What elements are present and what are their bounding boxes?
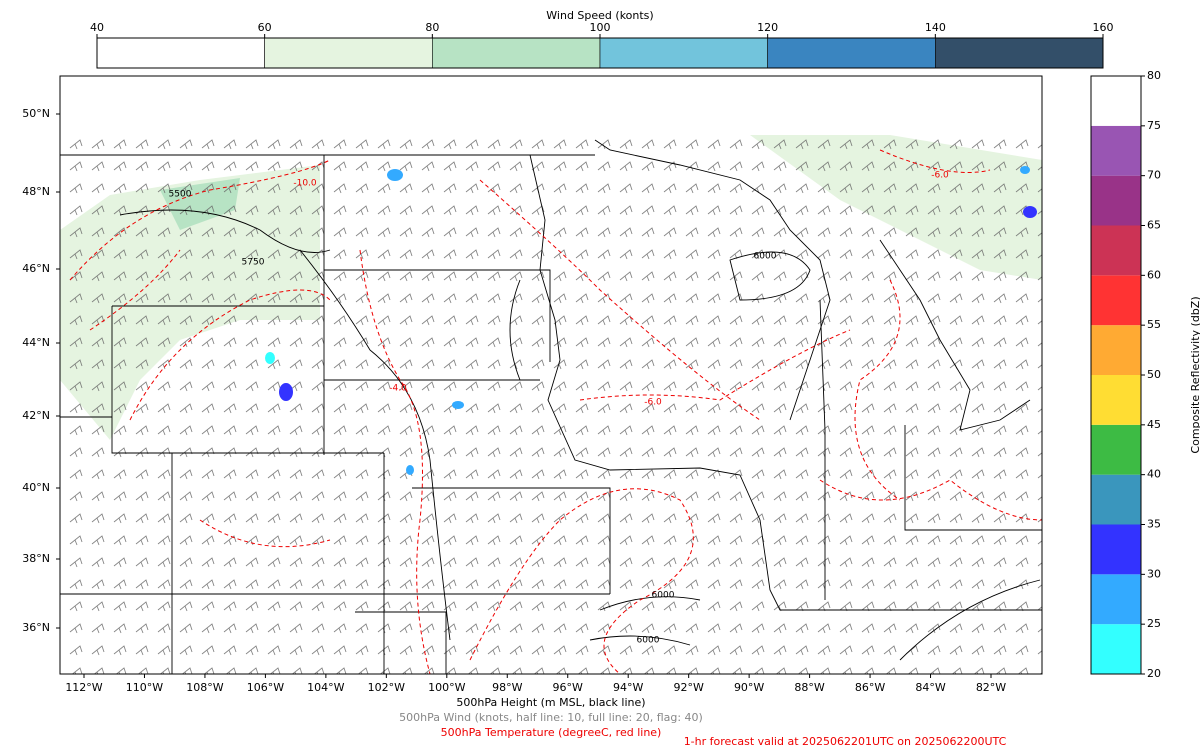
caption-wind: 500hPa Wind (knots, half line: 10, full … <box>399 711 703 724</box>
lon-label: 84°W <box>915 681 945 694</box>
contour-label: 6000 <box>652 591 675 601</box>
lat-label: 48°N <box>22 185 50 198</box>
contour-label: -10.0 <box>293 179 317 189</box>
wind-color-bin <box>767 37 936 69</box>
lon-label: 100°W <box>428 681 465 694</box>
reflectivity-color-bin <box>1091 574 1141 625</box>
reflectivity-tick-label: 35 <box>1147 518 1161 531</box>
reflectivity-tick-label: 50 <box>1147 368 1161 381</box>
wind-color-bin <box>432 37 601 69</box>
lon-label: 110°W <box>126 681 163 694</box>
contour-label: 6000 <box>637 636 660 646</box>
lon-label: 90°W <box>734 681 764 694</box>
lon-label: 94°W <box>613 681 643 694</box>
reflectivity-tick-label: 60 <box>1147 268 1161 281</box>
wind-tick-label: 100 <box>590 21 611 34</box>
contour-label: -4.0 <box>389 384 407 394</box>
reflectivity-tick-label: 80 <box>1147 69 1161 82</box>
wind-tick-label: 60 <box>258 21 272 34</box>
caption-temperature: 500hPa Temperature (degreeC, red line) <box>441 726 662 739</box>
wind-color-bin <box>264 37 433 69</box>
contour-label: -6.0 <box>644 398 662 408</box>
contour-label: -6.0 <box>931 171 949 181</box>
reflectivity-color-bin <box>1091 76 1141 126</box>
lon-label: 86°W <box>855 681 885 694</box>
wind-color-bin <box>96 37 265 69</box>
map-frame <box>59 75 1043 675</box>
wind-tick-label: 80 <box>425 21 439 34</box>
reflectivity-colorbar-label: Composite Reflectivity (dbZ) <box>1189 296 1200 453</box>
lat-label: 42°N <box>22 409 50 422</box>
lat-label: 46°N <box>22 262 50 275</box>
wind-colorbar-title: Wind Speed (konts) <box>546 9 653 22</box>
reflectivity-color-bin <box>1091 275 1141 326</box>
wind-tick-label: 120 <box>757 21 778 34</box>
reflectivity-color-bin <box>1091 175 1141 226</box>
contour-label: 5500 <box>169 190 192 200</box>
reflectivity-tick-label: 30 <box>1147 567 1161 580</box>
reflectivity-tick-label: 75 <box>1147 119 1161 132</box>
reflectivity-tick-label: 25 <box>1147 617 1161 630</box>
contour-label: 6000 <box>754 252 777 262</box>
lon-label: 104°W <box>307 681 344 694</box>
reflectivity-color-bin <box>1091 524 1141 575</box>
lon-label: 112°W <box>65 681 102 694</box>
reflectivity-color-bin <box>1091 424 1141 475</box>
lon-label: 82°W <box>976 681 1006 694</box>
wind-color-bin <box>599 37 768 69</box>
lat-label: 44°N <box>22 336 50 349</box>
lat-label: 36°N <box>22 621 50 634</box>
reflectivity-color-bin <box>1091 125 1141 176</box>
lon-label: 108°W <box>186 681 223 694</box>
reflectivity-color-bin <box>1091 225 1141 276</box>
wind-tick-label: 160 <box>1093 21 1114 34</box>
reflectivity-tick-label: 70 <box>1147 169 1161 182</box>
lon-label: 98°W <box>492 681 522 694</box>
reflectivity-tick-label: 20 <box>1147 667 1161 680</box>
lon-label: 96°W <box>553 681 583 694</box>
reflectivity-tick-label: 45 <box>1147 418 1161 431</box>
reflectivity-color-bin <box>1091 624 1141 674</box>
lat-label: 38°N <box>22 552 50 565</box>
map-area <box>60 76 1042 674</box>
wind-tick-label: 140 <box>925 21 946 34</box>
lon-label: 102°W <box>368 681 405 694</box>
reflectivity-tick-label: 65 <box>1147 219 1161 232</box>
wind-tick-label: 40 <box>90 21 104 34</box>
lon-label: 92°W <box>673 681 703 694</box>
reflectivity-color-bin <box>1091 375 1141 425</box>
reflectivity-color-bin <box>1091 474 1141 525</box>
caption-height: 500hPa Height (m MSL, black line) <box>456 696 645 709</box>
reflectivity-tick-label: 40 <box>1147 468 1161 481</box>
wind-color-bin <box>935 37 1104 69</box>
lon-label: 106°W <box>247 681 284 694</box>
lon-label: 88°W <box>794 681 824 694</box>
contour-label: 5750 <box>242 258 265 268</box>
reflectivity-tick-label: 55 <box>1147 318 1161 331</box>
lat-label: 50°N <box>22 107 50 120</box>
lat-label: 40°N <box>22 481 50 494</box>
caption-forecast: 1-hr forecast valid at 2025062201UTC on … <box>684 735 1007 748</box>
reflectivity-color-bin <box>1091 325 1141 375</box>
